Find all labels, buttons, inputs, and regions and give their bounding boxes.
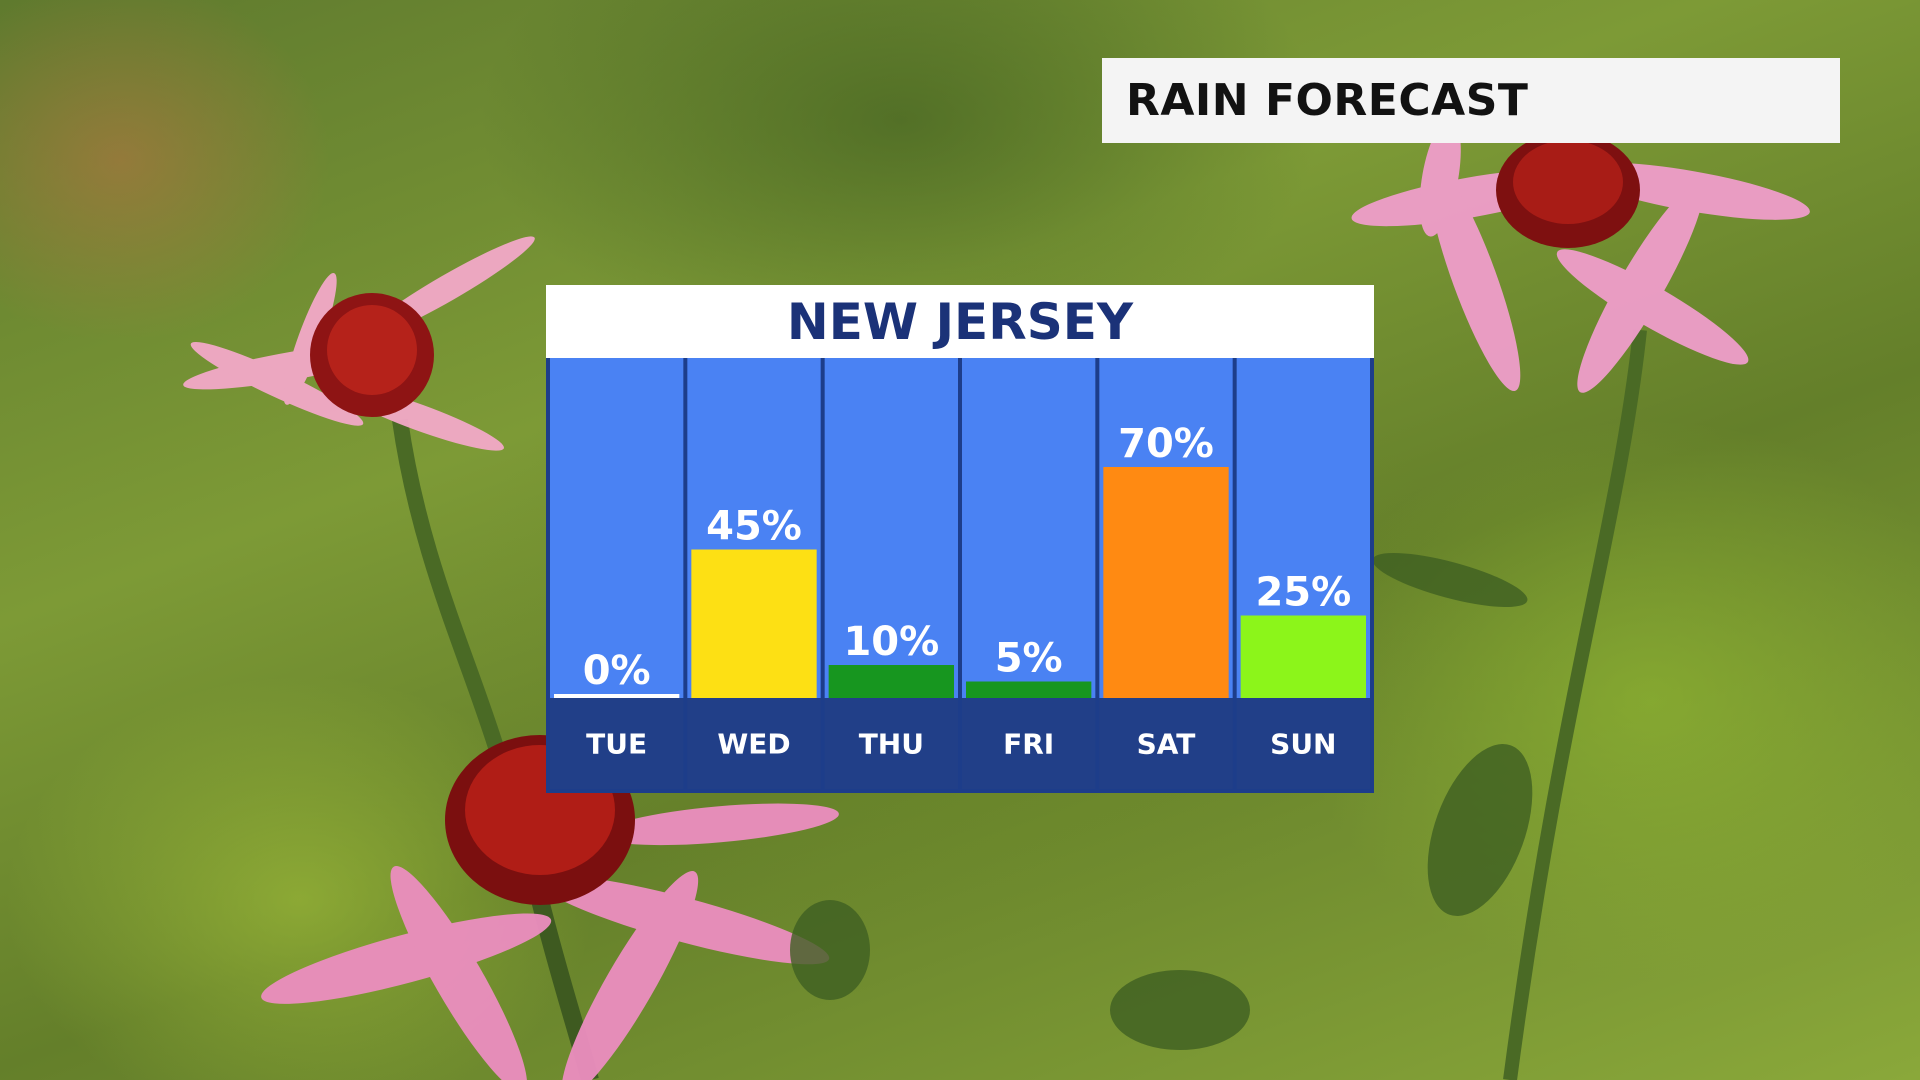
day-cell-sat (1099, 698, 1233, 789)
column-bg-fri (962, 358, 1096, 698)
day-cell-tue (550, 698, 684, 789)
day-label-wed: WED (717, 728, 790, 761)
day-label-sat: SAT (1137, 728, 1196, 761)
bar-tue (554, 694, 680, 698)
value-label-fri: 5% (995, 636, 1063, 682)
coneflower-left-lower (261, 735, 839, 1080)
coneflower-left-upper (183, 236, 535, 763)
column-bg-tue (550, 358, 684, 698)
forecast-panel: NEW JERSEY 0% TUE 45% WED 10% THU 5% FRI 70% SAT 2… (546, 285, 1374, 793)
day-cell-wed (687, 698, 821, 789)
coneflower-right (1351, 118, 1810, 1080)
rain-chance-chart: 0% TUE 45% WED 10% THU 5% FRI 70% SAT 25% SUN (546, 358, 1374, 793)
value-label-sun: 25% (1255, 570, 1351, 616)
day-label-fri: FRI (1003, 728, 1054, 761)
day-cell-fri (962, 698, 1096, 789)
value-label-wed: 45% (706, 504, 802, 550)
banner-title: RAIN FORECAST (1126, 75, 1529, 126)
day-cell-sun (1236, 698, 1370, 789)
panel-header: NEW JERSEY (546, 285, 1374, 358)
day-cell-thu (824, 698, 958, 789)
rain-forecast-banner: RAIN FORECAST (1102, 58, 1840, 143)
value-label-tue: 0% (583, 648, 651, 694)
day-label-sun: SUN (1270, 728, 1336, 761)
region-title: NEW JERSEY (786, 292, 1134, 351)
day-label-thu: THU (859, 728, 924, 761)
bar-sat (1103, 467, 1229, 698)
day-label-tue: TUE (586, 728, 647, 761)
bar-wed (691, 549, 817, 698)
column-bg-thu (824, 358, 958, 698)
bar-sun (1240, 615, 1366, 698)
value-label-thu: 10% (843, 619, 939, 665)
bar-thu (828, 665, 954, 698)
chart-frame (546, 358, 1374, 793)
value-label-sat: 70% (1118, 421, 1214, 467)
leaves (790, 552, 1533, 1050)
bar-fri (966, 681, 1092, 698)
